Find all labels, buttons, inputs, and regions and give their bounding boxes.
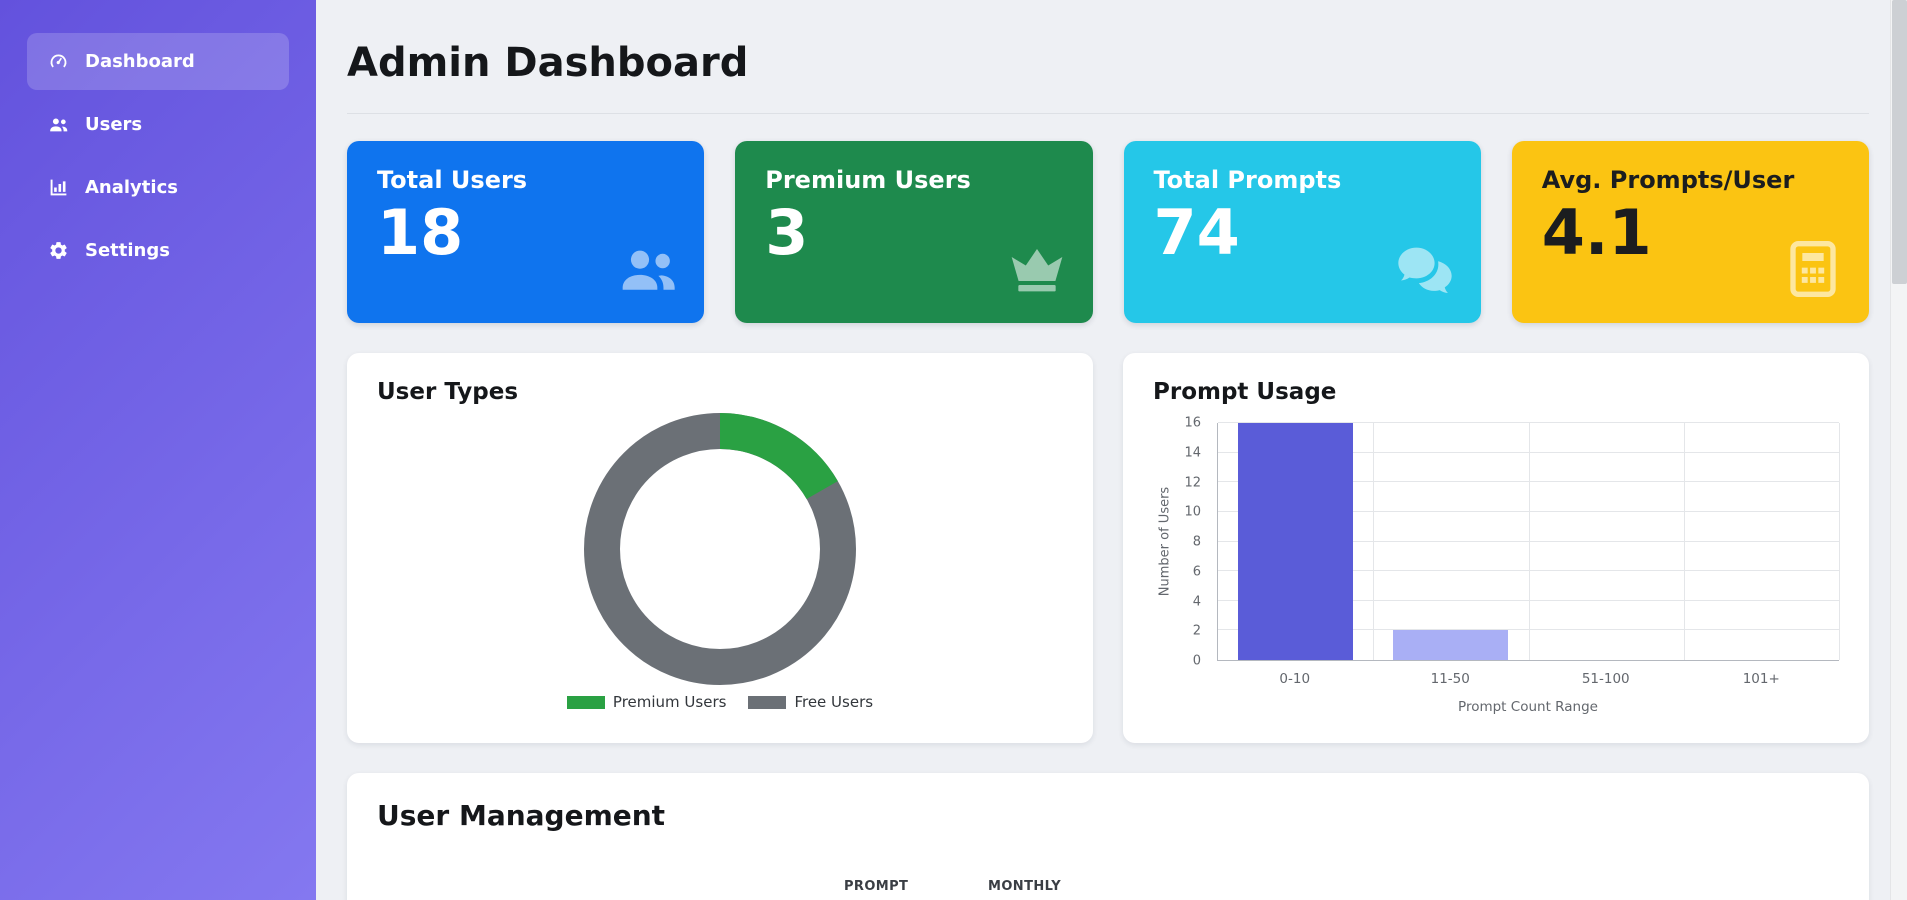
scrollbar-thumb[interactable] xyxy=(1892,0,1907,284)
stats-row: Total Users 18 Premium Users 3 Total Pro… xyxy=(347,141,1869,323)
sidebar-item-label: Analytics xyxy=(85,177,178,198)
sidebar-item-dashboard[interactable]: Dashboard xyxy=(27,33,289,90)
stat-label: Avg. Prompts/User xyxy=(1541,166,1795,194)
user-types-chart: Premium Users Free Users xyxy=(377,405,1063,711)
charts-row: User Types Premium Users Free Users Promp… xyxy=(347,353,1869,743)
y-tick: 4 xyxy=(1192,594,1201,609)
users-group-icon xyxy=(616,237,680,301)
gauge-icon xyxy=(48,51,69,72)
donut-legend: Premium Users Free Users xyxy=(566,693,873,711)
y-tick: 12 xyxy=(1184,475,1201,490)
y-tick: 0 xyxy=(1192,653,1201,669)
main-content: Admin Dashboard Total Users 18 Premium U… xyxy=(316,0,1907,900)
x-tick: 101+ xyxy=(1742,671,1780,687)
chart-title: Prompt Usage xyxy=(1153,379,1337,405)
chart-title: User Types xyxy=(377,379,519,405)
sidebar: Dashboard Users Analytics Settings xyxy=(0,0,316,900)
stat-card-avg-prompts: Avg. Prompts/User 4.1 xyxy=(1511,141,1869,323)
stat-value: 3 xyxy=(765,196,809,269)
user-types-donut xyxy=(584,413,856,685)
bar-11-50 xyxy=(1393,630,1509,660)
legend-label: Premium Users xyxy=(612,693,727,711)
legend-item-free-users[interactable]: Free Users xyxy=(748,693,873,711)
stat-label: Total Users xyxy=(377,166,528,194)
sidebar-item-users[interactable]: Users xyxy=(27,96,289,153)
sidebar-item-settings[interactable]: Settings xyxy=(27,222,289,279)
stat-card-total-users: Total Users 18 xyxy=(347,141,705,323)
stat-value: 74 xyxy=(1153,196,1240,269)
users-icon xyxy=(48,114,69,135)
chat-bubbles-icon xyxy=(1393,237,1457,301)
stat-value: 4.1 xyxy=(1541,196,1652,269)
stat-label: Premium Users xyxy=(765,166,971,194)
legend-label: Free Users xyxy=(794,693,874,711)
bar-plot xyxy=(1217,422,1840,661)
x-tick: 11-50 xyxy=(1430,671,1470,687)
bar-yticks: 0 2 4 6 8 10 12 14 16 xyxy=(1153,416,1209,669)
gear-icon xyxy=(48,240,69,261)
analytics-chart-icon xyxy=(48,177,69,198)
x-tick: 0-10 xyxy=(1279,671,1311,687)
calculator-icon xyxy=(1781,237,1845,301)
crown-icon xyxy=(1005,237,1069,301)
legend-swatch xyxy=(748,695,787,709)
stat-card-premium-users: Premium Users 3 xyxy=(735,141,1093,323)
user-management-card: User Management PROMPT MONTHLY xyxy=(347,773,1869,900)
scrollbar[interactable] xyxy=(1890,0,1907,900)
sidebar-item-analytics[interactable]: Analytics xyxy=(27,159,289,216)
bar-0-10 xyxy=(1238,423,1354,660)
x-axis-label: Prompt Count Range xyxy=(1458,699,1598,715)
prompt-usage-chart: Number of Users 0 2 4 6 8 10 12 14 16 0-10 11-50 5… xyxy=(1153,416,1840,717)
sidebar-item-label: Users xyxy=(85,114,143,135)
stat-card-total-prompts: Total Prompts 74 xyxy=(1123,141,1481,323)
stat-value: 18 xyxy=(377,196,464,269)
table-column-header-monthly: MONTHLY xyxy=(988,879,1062,894)
legend-swatch xyxy=(566,695,605,709)
stat-label: Total Prompts xyxy=(1153,166,1342,194)
section-title: User Management xyxy=(377,799,666,832)
user-types-card: User Types Premium Users Free Users xyxy=(347,353,1093,743)
y-tick: 16 xyxy=(1184,415,1201,431)
sidebar-item-label: Dashboard xyxy=(85,51,195,72)
page-title: Admin Dashboard xyxy=(347,40,1869,114)
y-tick: 14 xyxy=(1184,445,1201,461)
y-tick: 2 xyxy=(1192,623,1201,639)
legend-item-premium-users[interactable]: Premium Users xyxy=(566,693,727,711)
y-tick: 6 xyxy=(1192,564,1201,580)
table-column-header-prompt: PROMPT xyxy=(844,879,909,894)
y-tick: 8 xyxy=(1192,534,1201,550)
bar-xticks: 0-10 11-50 51-100 101+ xyxy=(1217,671,1839,687)
prompt-usage-card: Prompt Usage Number of Users 0 2 4 6 8 10 12 14… xyxy=(1123,353,1869,743)
y-tick: 10 xyxy=(1184,504,1201,520)
sidebar-item-label: Settings xyxy=(85,240,170,261)
x-tick: 51-100 xyxy=(1581,671,1630,687)
